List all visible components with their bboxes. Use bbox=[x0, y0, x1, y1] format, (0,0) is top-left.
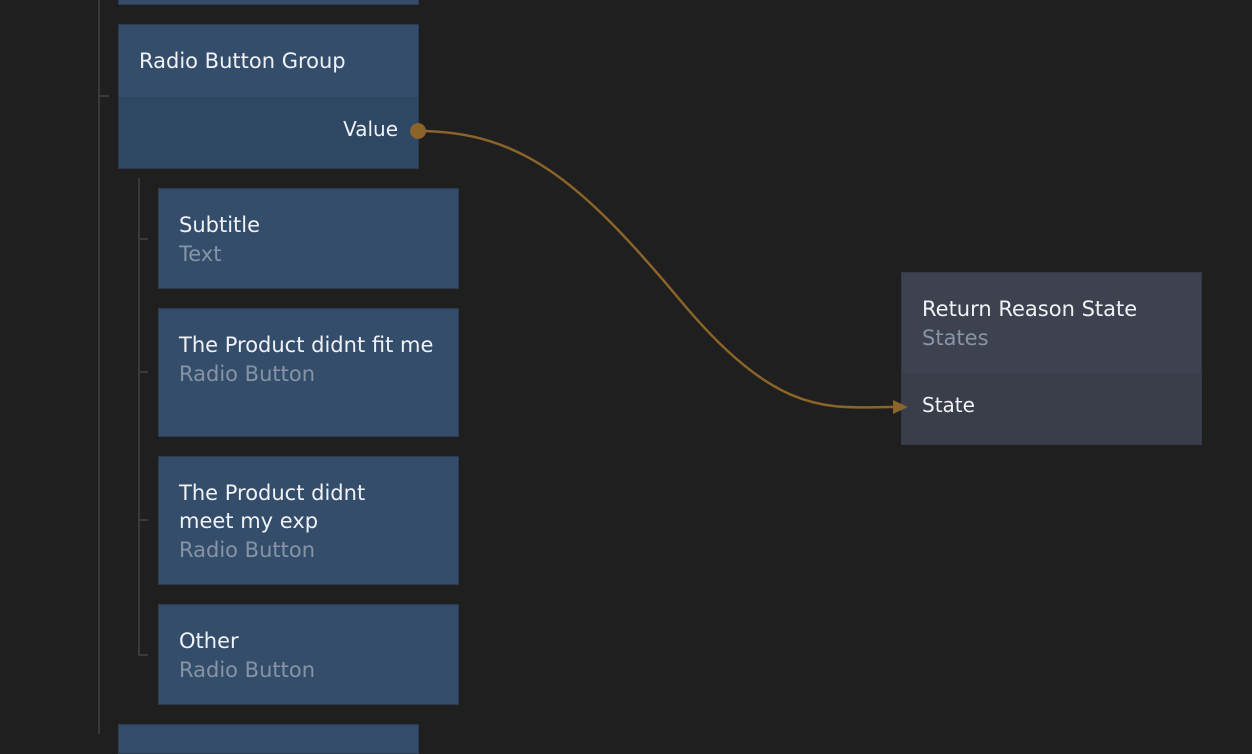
port-state-label: State bbox=[922, 393, 975, 417]
tree-tick bbox=[138, 654, 148, 656]
tree-tick bbox=[98, 95, 109, 97]
node-option-2[interactable]: The Product didnt meet my exp Radio Butto… bbox=[158, 456, 459, 585]
node-radio-button-group[interactable]: Radio Button Group Value bbox=[118, 24, 419, 169]
node-title: Return Reason State bbox=[922, 297, 1138, 321]
node-ports: State bbox=[902, 373, 1201, 444]
node-type: States bbox=[922, 326, 989, 350]
tree-tick bbox=[138, 519, 148, 521]
node-type: Radio Button bbox=[179, 658, 316, 682]
node-label: Other Radio Button bbox=[179, 627, 315, 685]
node-label: The Product didnt fit me Radio Button bbox=[179, 331, 439, 389]
node-partial-top[interactable] bbox=[118, 0, 419, 5]
node-title: Other bbox=[179, 629, 239, 653]
node-type: Radio Button bbox=[179, 362, 316, 386]
tree-tick bbox=[138, 371, 148, 373]
node-label: Return Reason State States bbox=[922, 295, 1137, 353]
tree-tick bbox=[138, 238, 148, 240]
node-ports: Value bbox=[119, 97, 418, 168]
node-type: Radio Button bbox=[179, 538, 316, 562]
node-title: Subtitle bbox=[179, 213, 261, 237]
node-label: Subtitle Text bbox=[179, 211, 260, 269]
tree-line bbox=[98, 0, 100, 734]
input-arrow-icon bbox=[893, 400, 908, 414]
node-subtitle[interactable]: Subtitle Text bbox=[158, 188, 459, 289]
connection-wire[interactable] bbox=[417, 129, 896, 409]
node-title: The Product didnt fit me bbox=[179, 333, 434, 357]
node-type: Text bbox=[179, 242, 222, 266]
node-return-reason-state[interactable]: Return Reason State States State bbox=[901, 272, 1202, 445]
node-title: The Product didnt meet my exp bbox=[179, 481, 366, 533]
output-port-dot[interactable] bbox=[410, 123, 426, 139]
tree-line bbox=[138, 178, 140, 656]
connection-layer bbox=[410, 123, 908, 414]
node-option-3[interactable]: Other Radio Button bbox=[158, 604, 459, 705]
node-title: Radio Button Group bbox=[139, 49, 346, 73]
port-value-label: Value bbox=[343, 117, 398, 141]
node-option-1[interactable]: The Product didnt fit me Radio Button bbox=[158, 308, 459, 437]
node-label: The Product didnt meet my exp Radio Butto… bbox=[179, 479, 419, 565]
